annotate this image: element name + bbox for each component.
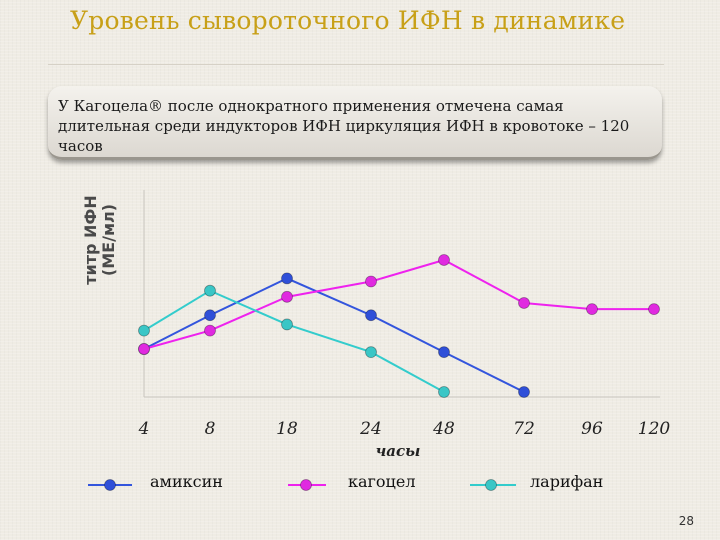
data-point-1-0 xyxy=(138,343,150,355)
data-point-0-5 xyxy=(518,386,530,398)
data-point-1-1 xyxy=(204,324,216,337)
data-point-1-6 xyxy=(586,303,598,316)
data-point-1-5 xyxy=(518,297,530,309)
title-divider xyxy=(48,64,664,65)
legend-markers xyxy=(88,479,516,491)
data-point-1-4 xyxy=(438,254,450,266)
series-layer xyxy=(138,254,660,398)
x-tick-label-24: 24 xyxy=(359,419,382,439)
data-point-1-2 xyxy=(281,290,293,303)
legend-marker-1 xyxy=(300,479,312,491)
page-number: 28 xyxy=(678,514,694,528)
data-point-2-4 xyxy=(438,386,450,398)
x-tick-label-120: 120 xyxy=(638,419,671,439)
data-point-1-7 xyxy=(648,303,660,316)
chart-axes xyxy=(143,190,660,398)
data-point-0-2 xyxy=(281,272,293,285)
note-callout: У Кагоцела® после однократного применени… xyxy=(48,86,662,160)
legend-label-larifan: ларифан xyxy=(530,472,604,491)
legend-marker-0 xyxy=(104,479,116,491)
x-tick-label-8: 8 xyxy=(205,419,216,439)
data-point-2-1 xyxy=(204,284,216,297)
data-point-0-1 xyxy=(204,309,216,322)
data-point-2-0 xyxy=(138,324,150,337)
x-tick-label-18: 18 xyxy=(276,419,298,439)
x-tick-label-72: 72 xyxy=(513,419,535,439)
series-line-1 xyxy=(143,258,654,350)
data-point-2-2 xyxy=(281,318,293,331)
note-text: У Кагоцела® после однократного применени… xyxy=(58,97,630,155)
legend-marker-2 xyxy=(485,479,497,491)
data-point-0-3 xyxy=(365,309,377,322)
data-point-1-3 xyxy=(365,275,377,288)
series-1 xyxy=(138,254,660,355)
series-2 xyxy=(138,284,450,398)
legend-label-kagocel: кагоцел xyxy=(348,472,416,491)
series-0 xyxy=(138,272,530,398)
x-tick-labels: 4 8 18 24 48 72 96 120 xyxy=(138,419,671,439)
x-axis-label: часы xyxy=(375,442,421,460)
legend-label-amiksin: амиксин xyxy=(150,472,223,491)
x-tick-label-96: 96 xyxy=(581,419,603,439)
series-line-2 xyxy=(143,289,445,393)
series-line-0 xyxy=(143,277,525,393)
slide-title: Уровень сывороточного ИФН в динамике xyxy=(70,6,626,35)
x-tick-label-4: 4 xyxy=(138,419,150,439)
data-point-0-4 xyxy=(438,346,450,358)
x-tick-label-48: 48 xyxy=(432,419,455,439)
data-point-2-3 xyxy=(365,346,377,358)
